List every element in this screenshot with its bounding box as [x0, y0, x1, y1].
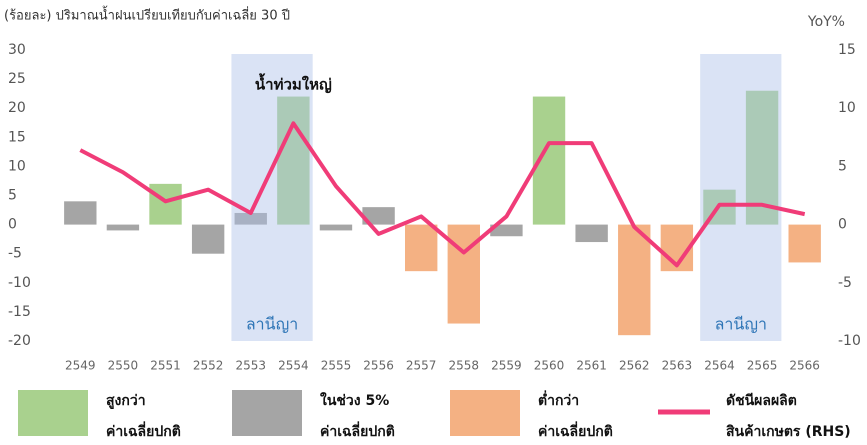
legend-label: ดัชนีผลผลิต: [726, 393, 797, 409]
chart-title: (ร้อยละ) ปริมาณน้ำฝนเปรียบเทียบกับค่าเฉล…: [4, 6, 290, 24]
y2-axis-label: YoY%: [807, 14, 845, 30]
annotation: น้ำท่วมใหญ่: [255, 72, 332, 93]
x-tick-label: 2564: [704, 359, 735, 373]
legend-swatch: [450, 390, 520, 436]
legend-label: ค่าเฉลี่ยปกติ: [106, 421, 181, 440]
bar: [191, 224, 225, 254]
bar: [788, 224, 821, 263]
legend-swatch: [232, 390, 302, 436]
bar: [405, 224, 438, 272]
lanina-shade: [231, 54, 313, 341]
bar: [149, 183, 182, 225]
lanina-shade: [700, 54, 782, 341]
bar: [575, 224, 608, 243]
y-tick-label: -5: [8, 246, 22, 262]
x-tick-label: 2553: [235, 359, 266, 373]
legend-label: ค่าเฉลี่ยปกติ: [320, 421, 395, 440]
x-tick-label: 2556: [363, 359, 394, 373]
y-tick-label: 25: [8, 71, 26, 87]
x-tick-label: 2557: [406, 359, 437, 373]
x-tick-label: 2550: [108, 359, 139, 373]
y2-tick-label: -5: [838, 275, 852, 291]
shade-label: ลานีญา: [246, 315, 298, 334]
bar: [447, 224, 480, 324]
legend-label: ในช่วง 5%: [320, 391, 389, 409]
x-tick-label: 2558: [449, 359, 480, 373]
y-tick-label: -20: [8, 333, 31, 349]
legend-label: ค่าเฉลี่ยปกติ: [538, 421, 613, 440]
legend-label: ต่ำกว่า: [538, 390, 579, 409]
x-tick-label: 2560: [534, 359, 565, 373]
y-tick-label: 15: [8, 129, 26, 145]
x-tick-label: 2552: [193, 359, 224, 373]
y2-tick-label: 5: [838, 158, 847, 174]
y-tick-label: 20: [8, 100, 26, 116]
bar: [277, 96, 310, 225]
y2-tick-label: 15: [838, 42, 856, 58]
x-tick-label: 2562: [619, 359, 650, 373]
x-tick-label: 2566: [789, 359, 820, 373]
y-tick-label: 30: [8, 42, 26, 58]
y-tick-label: 5: [8, 188, 17, 204]
y-tick-label: -15: [8, 304, 31, 320]
x-tick-label: 2549: [65, 359, 96, 373]
bar: [362, 207, 395, 225]
legend-label: สูงกว่า: [106, 393, 146, 409]
x-tick-label: 2555: [321, 359, 352, 373]
x-tick-label: 2551: [150, 359, 181, 373]
bar: [64, 201, 97, 225]
shade-label: ลานีญา: [715, 315, 767, 334]
bar: [234, 212, 267, 225]
x-tick-label: 2554: [278, 359, 309, 373]
y2-tick-label: 0: [838, 217, 847, 233]
x-tick-label: 2565: [747, 359, 778, 373]
bar: [319, 224, 353, 231]
y-tick-label: 10: [8, 158, 26, 174]
line: [79, 121, 806, 268]
bar: [618, 224, 651, 336]
y2-tick-label: 10: [838, 100, 856, 116]
y-tick-label: -10: [8, 275, 31, 291]
x-tick-label: 2563: [662, 359, 693, 373]
legend-swatch: [18, 390, 88, 436]
bar: [106, 224, 140, 231]
y2-tick-label: -10: [838, 333, 861, 349]
bar: [745, 90, 779, 225]
bar: [490, 224, 523, 237]
y-tick-label: 0: [8, 217, 17, 233]
legend-label: สินค้าเกษตร (RHS): [726, 424, 851, 440]
x-tick-label: 2559: [491, 359, 522, 373]
x-tick-label: 2561: [576, 359, 607, 373]
